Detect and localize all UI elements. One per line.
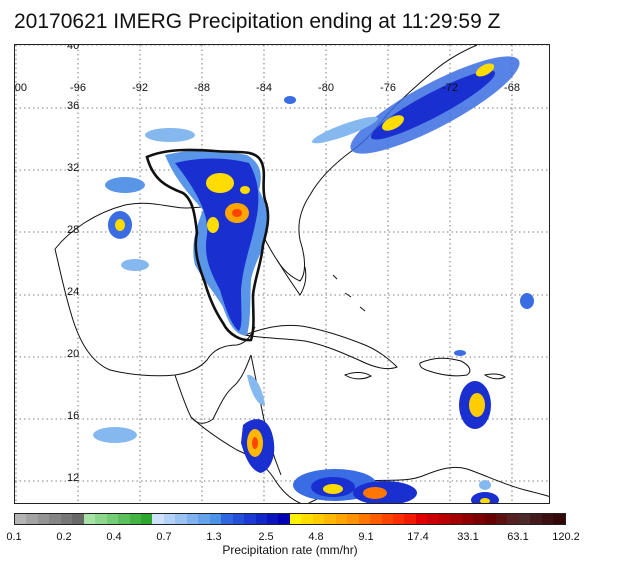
colorbar-segment xyxy=(301,514,313,524)
colorbar-segment xyxy=(26,514,38,524)
lon-label: -96 xyxy=(70,82,86,94)
colorbar-segment xyxy=(221,514,233,524)
colorbar-segment xyxy=(461,514,474,524)
colorbar-segment xyxy=(255,514,267,524)
colorbar-segment xyxy=(553,514,565,524)
colorbar-segment xyxy=(72,514,84,524)
colorbar-segment xyxy=(140,514,153,524)
lat-label: 12 xyxy=(67,472,80,484)
colorbar-tick: 63.1 xyxy=(507,531,529,543)
lat-label: 16 xyxy=(67,410,80,422)
colorbar-segment xyxy=(163,514,176,524)
colorbar-segment xyxy=(83,514,96,524)
colorbar-tick: 2.5 xyxy=(258,531,274,543)
colorbar-segment xyxy=(404,514,416,524)
colorbar-segment xyxy=(95,514,107,524)
lat-label: 36 xyxy=(67,100,80,112)
colorbar-segment xyxy=(415,514,428,524)
map-canvas xyxy=(15,45,549,503)
colorbar-segment xyxy=(186,514,199,524)
colorbar-segment xyxy=(427,514,439,524)
colorbar-segment xyxy=(209,514,222,524)
colorbar-segment xyxy=(152,514,164,524)
colorbar-segment xyxy=(507,514,519,524)
precipitation-field xyxy=(93,56,534,503)
colorbar-segment xyxy=(266,514,279,524)
colorbar-segment xyxy=(473,514,485,524)
colorbar-tick: 120.2 xyxy=(552,531,580,543)
colorbar-segment xyxy=(496,514,508,524)
colorbar-segment xyxy=(289,514,302,524)
colorbar-segment xyxy=(244,514,256,524)
colorbar-tick: 0.1 xyxy=(6,531,22,543)
colorbar-tick: 0.7 xyxy=(156,531,172,543)
colorbar-segment xyxy=(438,514,451,524)
colorbar-label: Precipitation rate (mm/hr) xyxy=(222,543,358,557)
colorbar-segment xyxy=(60,514,73,524)
colorbar-tick: 9.1 xyxy=(358,531,374,543)
colorbar-tick: 33.1 xyxy=(457,531,479,543)
colorbar-tick: 4.8 xyxy=(308,531,324,543)
colorbar-segment xyxy=(324,514,336,524)
lon-label: -72 xyxy=(442,82,458,94)
lat-label: 40 xyxy=(67,44,80,52)
colorbar-segment xyxy=(484,514,497,524)
colorbar-segment xyxy=(278,514,290,524)
colorbar-segment xyxy=(232,514,245,524)
lat-label: 24 xyxy=(67,286,80,298)
colorbar-segment xyxy=(312,514,325,524)
lon-label: -68 xyxy=(504,82,520,94)
colorbar-segment xyxy=(15,514,27,524)
colorbar-segment xyxy=(381,514,393,524)
colorbar-tick: 1.3 xyxy=(206,531,222,543)
colorbar-segment xyxy=(541,514,554,524)
colorbar-segment xyxy=(518,514,531,524)
lat-label: 20 xyxy=(67,348,80,360)
colorbar-tick: 0.2 xyxy=(56,531,72,543)
colorbar-segment xyxy=(198,514,210,524)
colorbar-segment xyxy=(450,514,462,524)
lon-label: -80 xyxy=(318,82,334,94)
colorbar-segment xyxy=(106,514,119,524)
colorbar-segment xyxy=(175,514,187,524)
colorbar-segment xyxy=(335,514,348,524)
colorbar-segment xyxy=(370,514,382,524)
lon-label: -76 xyxy=(380,82,396,94)
lon-label: -84 xyxy=(256,82,272,94)
lon-label: -100 xyxy=(14,82,28,94)
map-title: 20170621 IMERG Precipitation ending at 1… xyxy=(14,10,501,33)
colorbar-tick: 0.4 xyxy=(106,531,122,543)
precipitation-map: -100 -96 -92 -88 -84 -80 -76 -72 -68 40 … xyxy=(14,44,550,504)
colorbar xyxy=(14,513,566,525)
colorbar-segment xyxy=(392,514,405,524)
colorbar-segment xyxy=(530,514,542,524)
colorbar-segment xyxy=(347,514,359,524)
lon-label: -88 xyxy=(194,82,210,94)
colorbar-segment xyxy=(358,514,371,524)
lon-label: -92 xyxy=(132,82,148,94)
colorbar-segment xyxy=(37,514,50,524)
colorbar-segment xyxy=(118,514,130,524)
colorbar-segment xyxy=(129,514,141,524)
lat-label: 32 xyxy=(67,162,80,174)
colorbar-tick: 17.4 xyxy=(407,531,429,543)
lat-label: 28 xyxy=(67,224,80,236)
colorbar-segment xyxy=(49,514,61,524)
